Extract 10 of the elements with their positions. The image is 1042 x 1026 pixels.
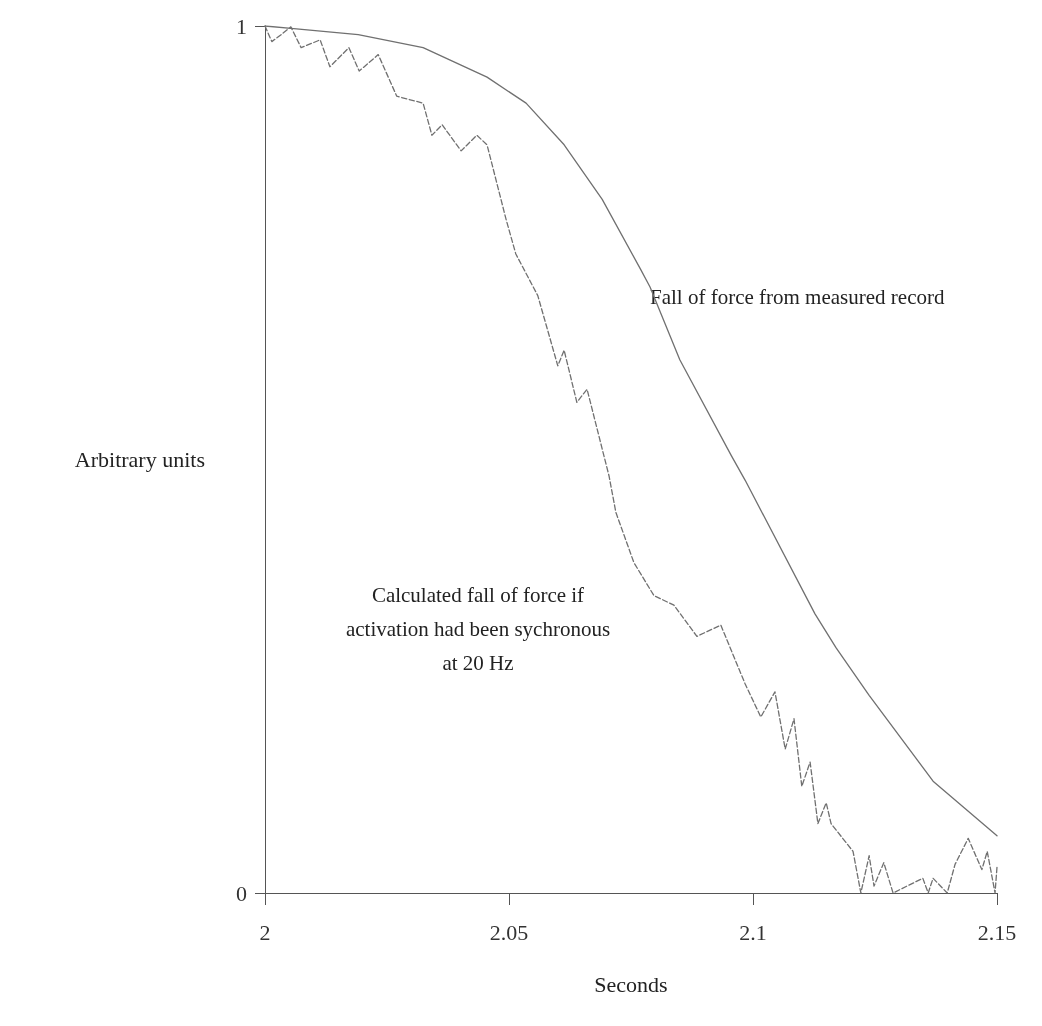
y-tick-label: 0 (236, 880, 247, 906)
x-tick-label: 2.15 (977, 919, 1017, 945)
series-label: Calculated fall of force if activation had been sychronous at 20 Hz (345, 583, 611, 675)
x-tick-label: 2.05 (489, 919, 529, 945)
series-label: Fall of force from measured record (650, 285, 945, 309)
y-tick-label: 1 (236, 13, 247, 39)
x-axis-title: Seconds (594, 971, 668, 997)
x-tick-label: 2.1 (739, 919, 767, 945)
x-tick-label: 2 (259, 919, 271, 945)
y-axis-title: Arbitrary units (74, 447, 205, 472)
